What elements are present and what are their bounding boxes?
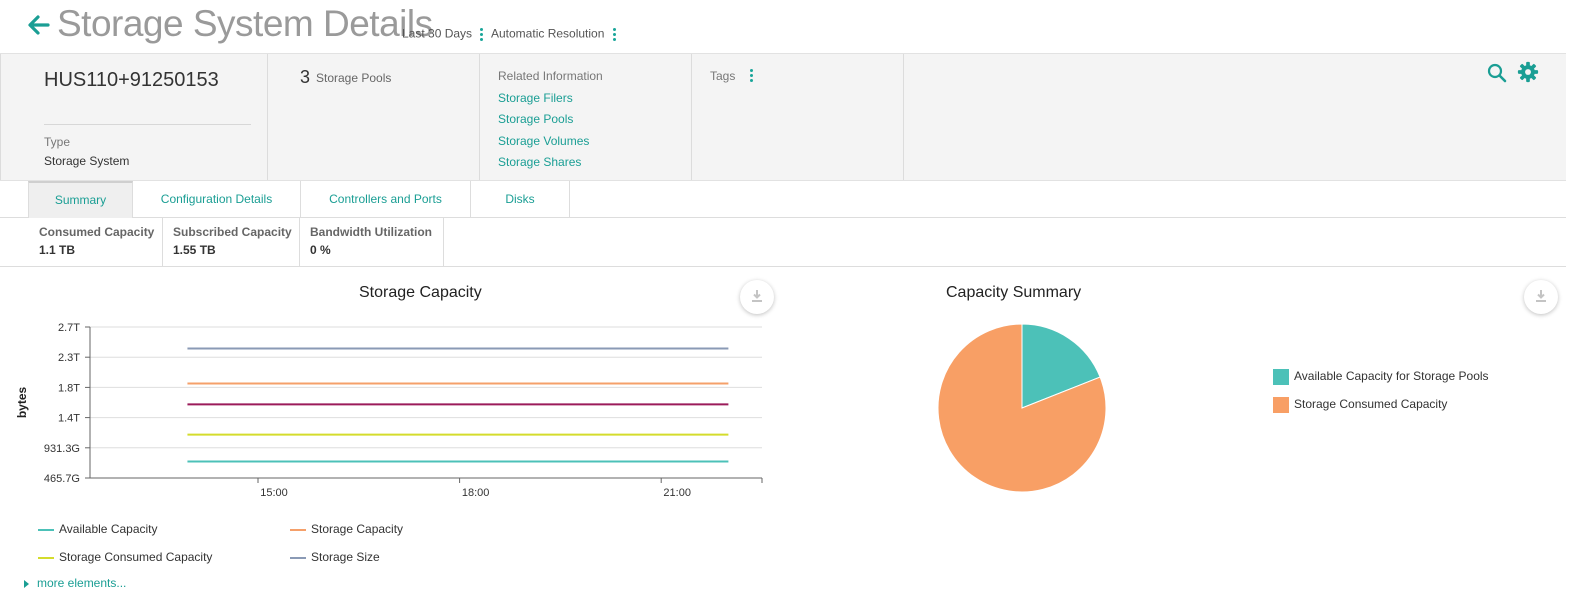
- more-elements-label: more elements...: [37, 576, 127, 590]
- y-tick-label: 2.7T: [58, 322, 80, 334]
- legend-storage-consumed-capacity[interactable]: Storage Consumed Capacity: [38, 550, 212, 564]
- time-range-label: Last 30 Days: [402, 26, 473, 41]
- metric-label: Bandwidth Utilization: [310, 225, 432, 239]
- legend-storage-consumed-capacity[interactable]: Storage Consumed Capacity: [1273, 397, 1447, 413]
- resolution-menu-icon[interactable]: [612, 26, 617, 43]
- legend-label: Available Capacity for Storage Pools: [1294, 369, 1489, 384]
- legend-swatch: [290, 528, 306, 531]
- divider: [267, 54, 268, 180]
- y-tick-label: 1.8T: [58, 382, 80, 394]
- link-storage-pools[interactable]: Storage Pools: [498, 112, 574, 126]
- metric-value: 0 %: [310, 243, 331, 257]
- divider: [0, 54, 1, 180]
- page-header: Storage System Details Last 30 Days Auto…: [0, 0, 1582, 53]
- time-range-selector[interactable]: Last 30 Days: [402, 26, 484, 43]
- storage-capacity-chart: 2.7T 2.3T 1.8T 1.4T 931.3G 465.7G 15:00 18:00 21…: [15, 322, 763, 499]
- x-tick-label: 15:00: [260, 487, 288, 499]
- metrics-bar: Consumed Capacity 1.1 TB Subscribed Capa…: [0, 218, 1566, 267]
- tab-summary[interactable]: Summary: [28, 181, 133, 218]
- metric-value: 1.1 TB: [39, 243, 76, 257]
- detail-tabs: Summary Configuration Details Controller…: [0, 181, 1566, 218]
- legend-swatch: [1273, 397, 1289, 413]
- legend-available-capacity[interactable]: Available Capacity: [38, 522, 158, 536]
- resolution-selector[interactable]: Automatic Resolution: [491, 26, 617, 43]
- legend-label: Available Capacity: [59, 522, 158, 536]
- y-tick-label: 931.3G: [44, 443, 80, 455]
- storage-pool-count: 3: [300, 67, 311, 87]
- y-axis-label: bytes: [15, 387, 29, 419]
- tags-menu-icon[interactable]: [750, 67, 754, 84]
- type-label: Type: [44, 135, 71, 149]
- download-chart-button[interactable]: [740, 280, 774, 314]
- expand-triangle-icon: [24, 579, 29, 588]
- divider: [44, 124, 251, 125]
- divider: [479, 54, 480, 180]
- legend-swatch: [38, 556, 54, 559]
- x-tick-label: 18:00: [462, 487, 490, 499]
- storage-pool-label: Storage Pools: [316, 71, 392, 85]
- pie-slice-available-capacity-for-storage-pools[interactable]: [1021, 323, 1101, 409]
- link-storage-volumes[interactable]: Storage Volumes: [498, 134, 590, 148]
- legend-storage-size[interactable]: Storage Size: [290, 550, 380, 564]
- related-info-title: Related Information: [498, 69, 603, 83]
- legend-available-capacity-for-storage-pools[interactable]: Available Capacity for Storage Pools: [1273, 369, 1489, 385]
- x-tick-label: 21:00: [663, 487, 691, 499]
- metric-label: Subscribed Capacity: [173, 225, 292, 239]
- back-arrow-icon[interactable]: [26, 12, 50, 38]
- system-name: HUS110+91250153: [44, 69, 219, 91]
- download-icon: [1536, 290, 1546, 302]
- tab-controllers-and-ports[interactable]: Controllers and Ports: [301, 181, 471, 218]
- page-title: Storage System Details: [57, 3, 433, 44]
- metric-value: 1.55 TB: [173, 243, 216, 257]
- more-elements-link[interactable]: more elements...: [24, 576, 126, 590]
- legend-swatch: [290, 556, 306, 559]
- tab-disks[interactable]: Disks: [471, 181, 570, 218]
- divider: [691, 54, 692, 180]
- link-storage-shares[interactable]: Storage Shares: [498, 155, 582, 169]
- metric-subscribed-capacity: Subscribed Capacity 1.55 TB: [163, 218, 300, 266]
- legend-label: Storage Capacity: [311, 522, 404, 536]
- metric-consumed-capacity: Consumed Capacity 1.1 TB: [29, 218, 163, 266]
- download-chart-button[interactable]: [1524, 280, 1558, 314]
- capacity-summary-chart: [937, 323, 1107, 493]
- resolution-label: Automatic Resolution: [491, 26, 605, 41]
- download-icon: [752, 290, 762, 302]
- type-value: Storage System: [44, 154, 130, 168]
- legend-storage-capacity[interactable]: Storage Capacity: [290, 522, 403, 536]
- y-tick-label: 465.7G: [44, 473, 80, 485]
- legend-label: Storage Consumed Capacity: [1294, 397, 1448, 412]
- metric-bandwidth-utilization: Bandwidth Utilization 0 %: [300, 218, 444, 266]
- tags-label: Tags: [710, 69, 736, 83]
- legend-label: Storage Size: [311, 550, 380, 564]
- legend-label: Storage Consumed Capacity: [59, 550, 213, 564]
- capacity-summary-chart-title: Capacity Summary: [946, 284, 1082, 301]
- metric-label: Consumed Capacity: [39, 225, 155, 239]
- divider: [903, 54, 904, 180]
- tab-configuration-details[interactable]: Configuration Details: [133, 181, 301, 218]
- gear-icon[interactable]: [1517, 61, 1539, 83]
- legend-swatch: [38, 528, 54, 531]
- legend-swatch: [1273, 369, 1289, 385]
- time-range-menu-icon[interactable]: [480, 26, 484, 43]
- system-info-panel: HUS110+91250153 Type Storage System 3 St…: [0, 53, 1566, 181]
- pie-slice-storage-consumed-capacity[interactable]: [937, 323, 1107, 493]
- storage-capacity-chart-title: Storage Capacity: [359, 284, 482, 301]
- link-storage-filers[interactable]: Storage Filers: [498, 91, 573, 105]
- search-icon[interactable]: [1487, 63, 1507, 83]
- y-tick-label: 1.4T: [58, 413, 80, 425]
- y-tick-label: 2.3T: [58, 352, 80, 364]
